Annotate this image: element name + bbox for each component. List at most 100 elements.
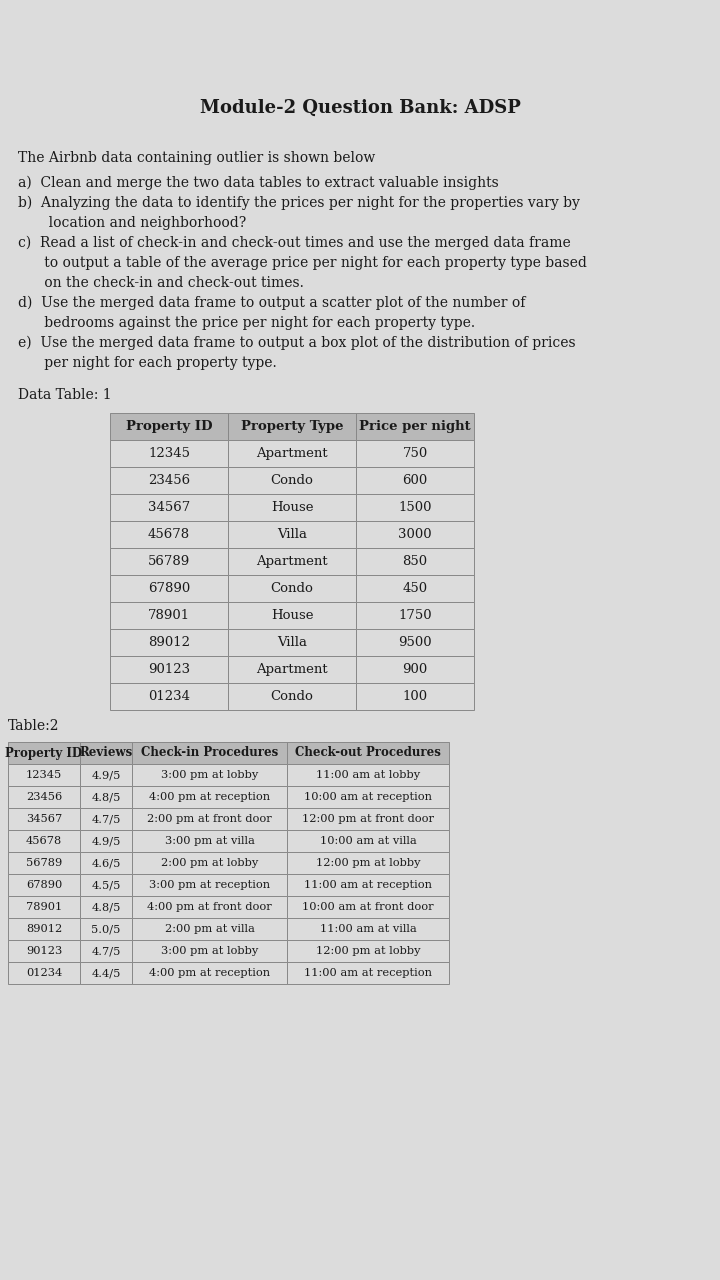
Bar	[287, 786, 449, 808]
Text: 4:00 pm at front door: 4:00 pm at front door	[147, 902, 272, 911]
Text: 10:00 am at villa: 10:00 am at villa	[320, 836, 416, 846]
Bar	[110, 655, 228, 684]
Bar	[132, 852, 287, 874]
Bar	[80, 918, 132, 940]
Text: b)  Analyzing the data to identify the prices per night for the properties vary : b) Analyzing the data to identify the pr…	[18, 196, 580, 210]
Text: 56789: 56789	[148, 556, 190, 568]
Bar	[110, 628, 228, 655]
Text: Module-2 Question Bank: ADSP: Module-2 Question Bank: ADSP	[199, 99, 521, 116]
Bar	[80, 764, 132, 786]
Bar	[287, 874, 449, 896]
Text: 3:00 pm at villa: 3:00 pm at villa	[165, 836, 254, 846]
Text: bedrooms against the price per night for each property type.: bedrooms against the price per night for…	[18, 316, 475, 330]
Bar	[287, 808, 449, 829]
Text: 3:00 pm at lobby: 3:00 pm at lobby	[161, 771, 258, 780]
Bar	[356, 575, 474, 602]
Text: 4.9/5: 4.9/5	[91, 771, 121, 780]
Text: 850: 850	[402, 556, 428, 568]
Text: 11:00 am at villa: 11:00 am at villa	[320, 924, 416, 934]
Text: 12:00 pm at lobby: 12:00 pm at lobby	[316, 858, 420, 868]
Text: 34567: 34567	[26, 814, 62, 824]
Bar	[132, 940, 287, 963]
Text: 4.7/5: 4.7/5	[91, 946, 121, 956]
Bar	[8, 829, 80, 852]
Text: 78901: 78901	[26, 902, 62, 911]
Text: 67890: 67890	[148, 582, 190, 595]
Text: 67890: 67890	[26, 881, 62, 890]
Bar	[228, 575, 356, 602]
Text: 4:00 pm at reception: 4:00 pm at reception	[149, 792, 270, 803]
Text: 12345: 12345	[26, 771, 62, 780]
Bar	[80, 742, 132, 764]
Text: 4.4/5: 4.4/5	[91, 968, 121, 978]
Text: Property ID: Property ID	[6, 746, 83, 759]
Bar	[287, 940, 449, 963]
Bar	[356, 413, 474, 440]
Text: 4.5/5: 4.5/5	[91, 881, 121, 890]
Bar	[228, 494, 356, 521]
Text: location and neighborhood?: location and neighborhood?	[18, 216, 246, 230]
Bar	[132, 742, 287, 764]
Text: on the check-in and check-out times.: on the check-in and check-out times.	[18, 276, 304, 291]
Text: 89012: 89012	[148, 636, 190, 649]
Bar	[110, 575, 228, 602]
Text: 600: 600	[402, 474, 428, 486]
Bar	[228, 655, 356, 684]
Text: 100: 100	[402, 690, 428, 703]
Text: 3000: 3000	[398, 527, 432, 541]
Text: 4.8/5: 4.8/5	[91, 792, 121, 803]
Text: 4:00 pm at reception: 4:00 pm at reception	[149, 968, 270, 978]
Bar	[356, 602, 474, 628]
Text: 12:00 pm at front door: 12:00 pm at front door	[302, 814, 434, 824]
Bar	[287, 896, 449, 918]
Bar	[356, 440, 474, 467]
Text: Condo: Condo	[271, 690, 313, 703]
Bar	[132, 963, 287, 984]
Text: 01234: 01234	[26, 968, 62, 978]
Bar	[228, 440, 356, 467]
Text: Data Table: 1: Data Table: 1	[18, 388, 112, 402]
Text: 01234: 01234	[148, 690, 190, 703]
Text: Apartment: Apartment	[256, 663, 328, 676]
Text: Property ID: Property ID	[126, 420, 212, 433]
Bar	[8, 786, 80, 808]
Text: House: House	[271, 500, 313, 515]
Text: Check-in Procedures: Check-in Procedures	[141, 746, 278, 759]
Bar	[80, 963, 132, 984]
Text: d)  Use the merged data frame to output a scatter plot of the number of: d) Use the merged data frame to output a…	[18, 296, 526, 310]
Bar	[228, 602, 356, 628]
Text: 3:00 pm at lobby: 3:00 pm at lobby	[161, 946, 258, 956]
Text: 10:00 am at front door: 10:00 am at front door	[302, 902, 434, 911]
Text: Apartment: Apartment	[256, 447, 328, 460]
Text: e)  Use the merged data frame to output a box plot of the distribution of prices: e) Use the merged data frame to output a…	[18, 335, 575, 351]
Text: Villa: Villa	[277, 636, 307, 649]
Bar	[287, 742, 449, 764]
Text: The Airbnb data containing outlier is shown below: The Airbnb data containing outlier is sh…	[18, 151, 375, 165]
Bar	[287, 829, 449, 852]
Text: 78901: 78901	[148, 609, 190, 622]
Bar	[80, 852, 132, 874]
Bar	[110, 440, 228, 467]
Text: 56789: 56789	[26, 858, 62, 868]
Text: 3:00 pm at reception: 3:00 pm at reception	[149, 881, 270, 890]
Text: 45678: 45678	[26, 836, 62, 846]
Text: 89012: 89012	[26, 924, 62, 934]
Bar	[228, 413, 356, 440]
Bar	[228, 684, 356, 710]
Text: 4.6/5: 4.6/5	[91, 858, 121, 868]
Text: a)  Clean and merge the two data tables to extract valuable insights: a) Clean and merge the two data tables t…	[18, 175, 499, 191]
Text: 1500: 1500	[398, 500, 432, 515]
Bar	[356, 655, 474, 684]
Text: Reviews: Reviews	[79, 746, 132, 759]
Bar	[132, 764, 287, 786]
Bar	[110, 467, 228, 494]
Text: per night for each property type.: per night for each property type.	[18, 356, 276, 370]
Bar	[8, 808, 80, 829]
Bar	[228, 521, 356, 548]
Bar	[8, 764, 80, 786]
Text: Villa: Villa	[277, 527, 307, 541]
Bar	[356, 521, 474, 548]
Text: 10:00 am at reception: 10:00 am at reception	[304, 792, 432, 803]
Text: 23456: 23456	[148, 474, 190, 486]
Bar	[132, 829, 287, 852]
